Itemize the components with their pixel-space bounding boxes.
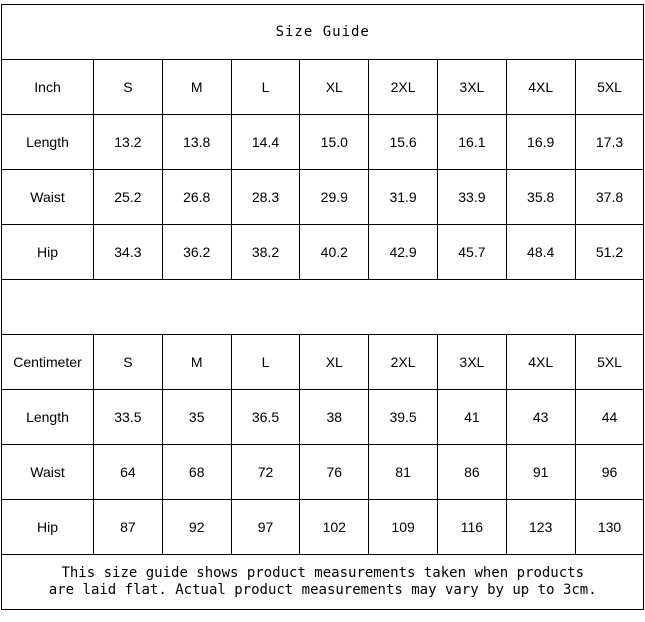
inch-waist-s: 25.2 — [93, 169, 163, 225]
cm-length-4xl: 43 — [505, 389, 576, 445]
size-guide-note-line-1: This size guide shows product measuremen… — [61, 565, 585, 582]
cm-hip-m: 92 — [161, 499, 232, 555]
inch-hip-4xl: 48.4 — [505, 224, 576, 280]
inch-hip-3xl: 45.7 — [436, 224, 507, 280]
title-row: Size Guide — [0, 4, 645, 60]
inch-length-3xl: 16.1 — [436, 114, 507, 170]
cm-size-header-4xl: 4XL — [505, 334, 576, 390]
cm-length-xl: 38 — [299, 389, 370, 445]
cm-waist-4xl: 91 — [505, 444, 576, 500]
inch-header-row: Inch S M L XL 2XL 3XL 4XL 5XL — [1, 59, 645, 115]
inch-length-l: 14.4 — [230, 114, 301, 170]
cm-size-header-2xl: 2XL — [368, 334, 438, 390]
cm-hip-4xl: 123 — [505, 499, 576, 555]
cm-waist-3xl: 86 — [436, 444, 507, 500]
size-header-3xl: 3XL — [436, 59, 507, 115]
table-row: Length 33.5 35 36.5 38 39.5 41 43 44 — [1, 389, 645, 445]
size-header-4xl: 4XL — [505, 59, 576, 115]
cm-hip-l: 97 — [230, 499, 301, 555]
inch-waist-l: 28.3 — [230, 169, 301, 225]
table-row: Hip 34.3 36.2 38.2 40.2 42.9 45.7 48.4 5… — [1, 224, 645, 280]
inch-length-s: 13.2 — [93, 114, 163, 170]
cm-length-2xl: 39.5 — [368, 389, 438, 445]
inch-hip-xl: 40.2 — [299, 224, 370, 280]
cm-hip-xl: 102 — [299, 499, 370, 555]
inch-hip-l: 38.2 — [230, 224, 301, 280]
cm-size-header-m: M — [161, 334, 232, 390]
cm-waist-2xl: 81 — [368, 444, 438, 500]
inch-row-label-length: Length — [1, 114, 94, 170]
inch-length-2xl: 15.6 — [368, 114, 438, 170]
centimeter-header-row: Centimeter S M L XL 2XL 3XL 4XL 5XL — [1, 334, 645, 390]
cm-hip-3xl: 116 — [436, 499, 507, 555]
size-header-2xl: 2XL — [368, 59, 438, 115]
size-guide-note-line-2: are laid flat. Actual product measuremen… — [48, 582, 597, 598]
inch-waist-4xl: 35.8 — [505, 169, 576, 225]
inch-row-label-waist: Waist — [1, 169, 94, 225]
inch-length-5xl: 17.3 — [574, 114, 645, 170]
cm-length-l: 36.5 — [230, 389, 301, 445]
inch-length-4xl: 16.9 — [505, 114, 576, 170]
inch-hip-m: 36.2 — [161, 224, 232, 280]
size-guide-note: This size guide shows product measuremen… — [0, 554, 645, 610]
inch-hip-2xl: 42.9 — [368, 224, 438, 280]
cm-size-header-s: S — [93, 334, 163, 390]
table-row: Length 13.2 13.8 14.4 15.0 15.6 16.1 16.… — [1, 114, 645, 170]
size-header-m: M — [161, 59, 232, 115]
inch-unit-label: Inch — [1, 59, 94, 115]
inch-hip-5xl: 51.2 — [574, 224, 645, 280]
table-row: Hip 87 92 97 102 109 116 123 130 — [1, 499, 645, 555]
inch-hip-s: 34.3 — [93, 224, 163, 280]
cm-waist-s: 64 — [93, 444, 163, 500]
cm-waist-5xl: 96 — [574, 444, 645, 500]
cm-size-header-xl: XL — [299, 334, 370, 390]
spacer-row — [0, 279, 645, 335]
inch-row-label-hip: Hip — [1, 224, 94, 280]
inch-waist-3xl: 33.9 — [436, 169, 507, 225]
inch-waist-2xl: 31.9 — [368, 169, 438, 225]
cm-length-m: 35 — [161, 389, 232, 445]
cm-waist-m: 68 — [161, 444, 232, 500]
centimeter-unit-label: Centimeter — [1, 334, 94, 390]
size-header-xl: XL — [299, 59, 370, 115]
cm-hip-s: 87 — [93, 499, 163, 555]
inch-waist-5xl: 37.8 — [574, 169, 645, 225]
cm-size-header-3xl: 3XL — [436, 334, 507, 390]
cm-row-label-hip: Hip — [1, 499, 94, 555]
cm-length-s: 33.5 — [93, 389, 163, 445]
cm-waist-l: 72 — [230, 444, 301, 500]
size-header-s: S — [93, 59, 163, 115]
cm-size-header-l: L — [230, 334, 301, 390]
table-row: Waist 25.2 26.8 28.3 29.9 31.9 33.9 35.8… — [1, 169, 645, 225]
cm-waist-xl: 76 — [299, 444, 370, 500]
cm-row-label-waist: Waist — [1, 444, 94, 500]
footer-row: This size guide shows product measuremen… — [0, 554, 645, 610]
inch-waist-xl: 29.9 — [299, 169, 370, 225]
cm-hip-5xl: 130 — [574, 499, 645, 555]
page-title: Size Guide — [0, 4, 645, 60]
cm-row-label-length: Length — [1, 389, 94, 445]
cm-hip-2xl: 109 — [368, 499, 438, 555]
table-separator — [0, 279, 645, 335]
table-row: Waist 64 68 72 76 81 86 91 96 — [1, 444, 645, 500]
inch-length-xl: 15.0 — [299, 114, 370, 170]
cm-length-5xl: 44 — [574, 389, 645, 445]
inch-waist-m: 26.8 — [161, 169, 232, 225]
size-header-l: L — [230, 59, 301, 115]
size-header-5xl: 5XL — [574, 59, 645, 115]
inch-length-m: 13.8 — [161, 114, 232, 170]
cm-size-header-5xl: 5XL — [574, 334, 645, 390]
size-guide-table: Size Guide Inch S M L XL 2XL 3XL 4XL 5XL… — [0, 4, 645, 610]
cm-length-3xl: 41 — [436, 389, 507, 445]
